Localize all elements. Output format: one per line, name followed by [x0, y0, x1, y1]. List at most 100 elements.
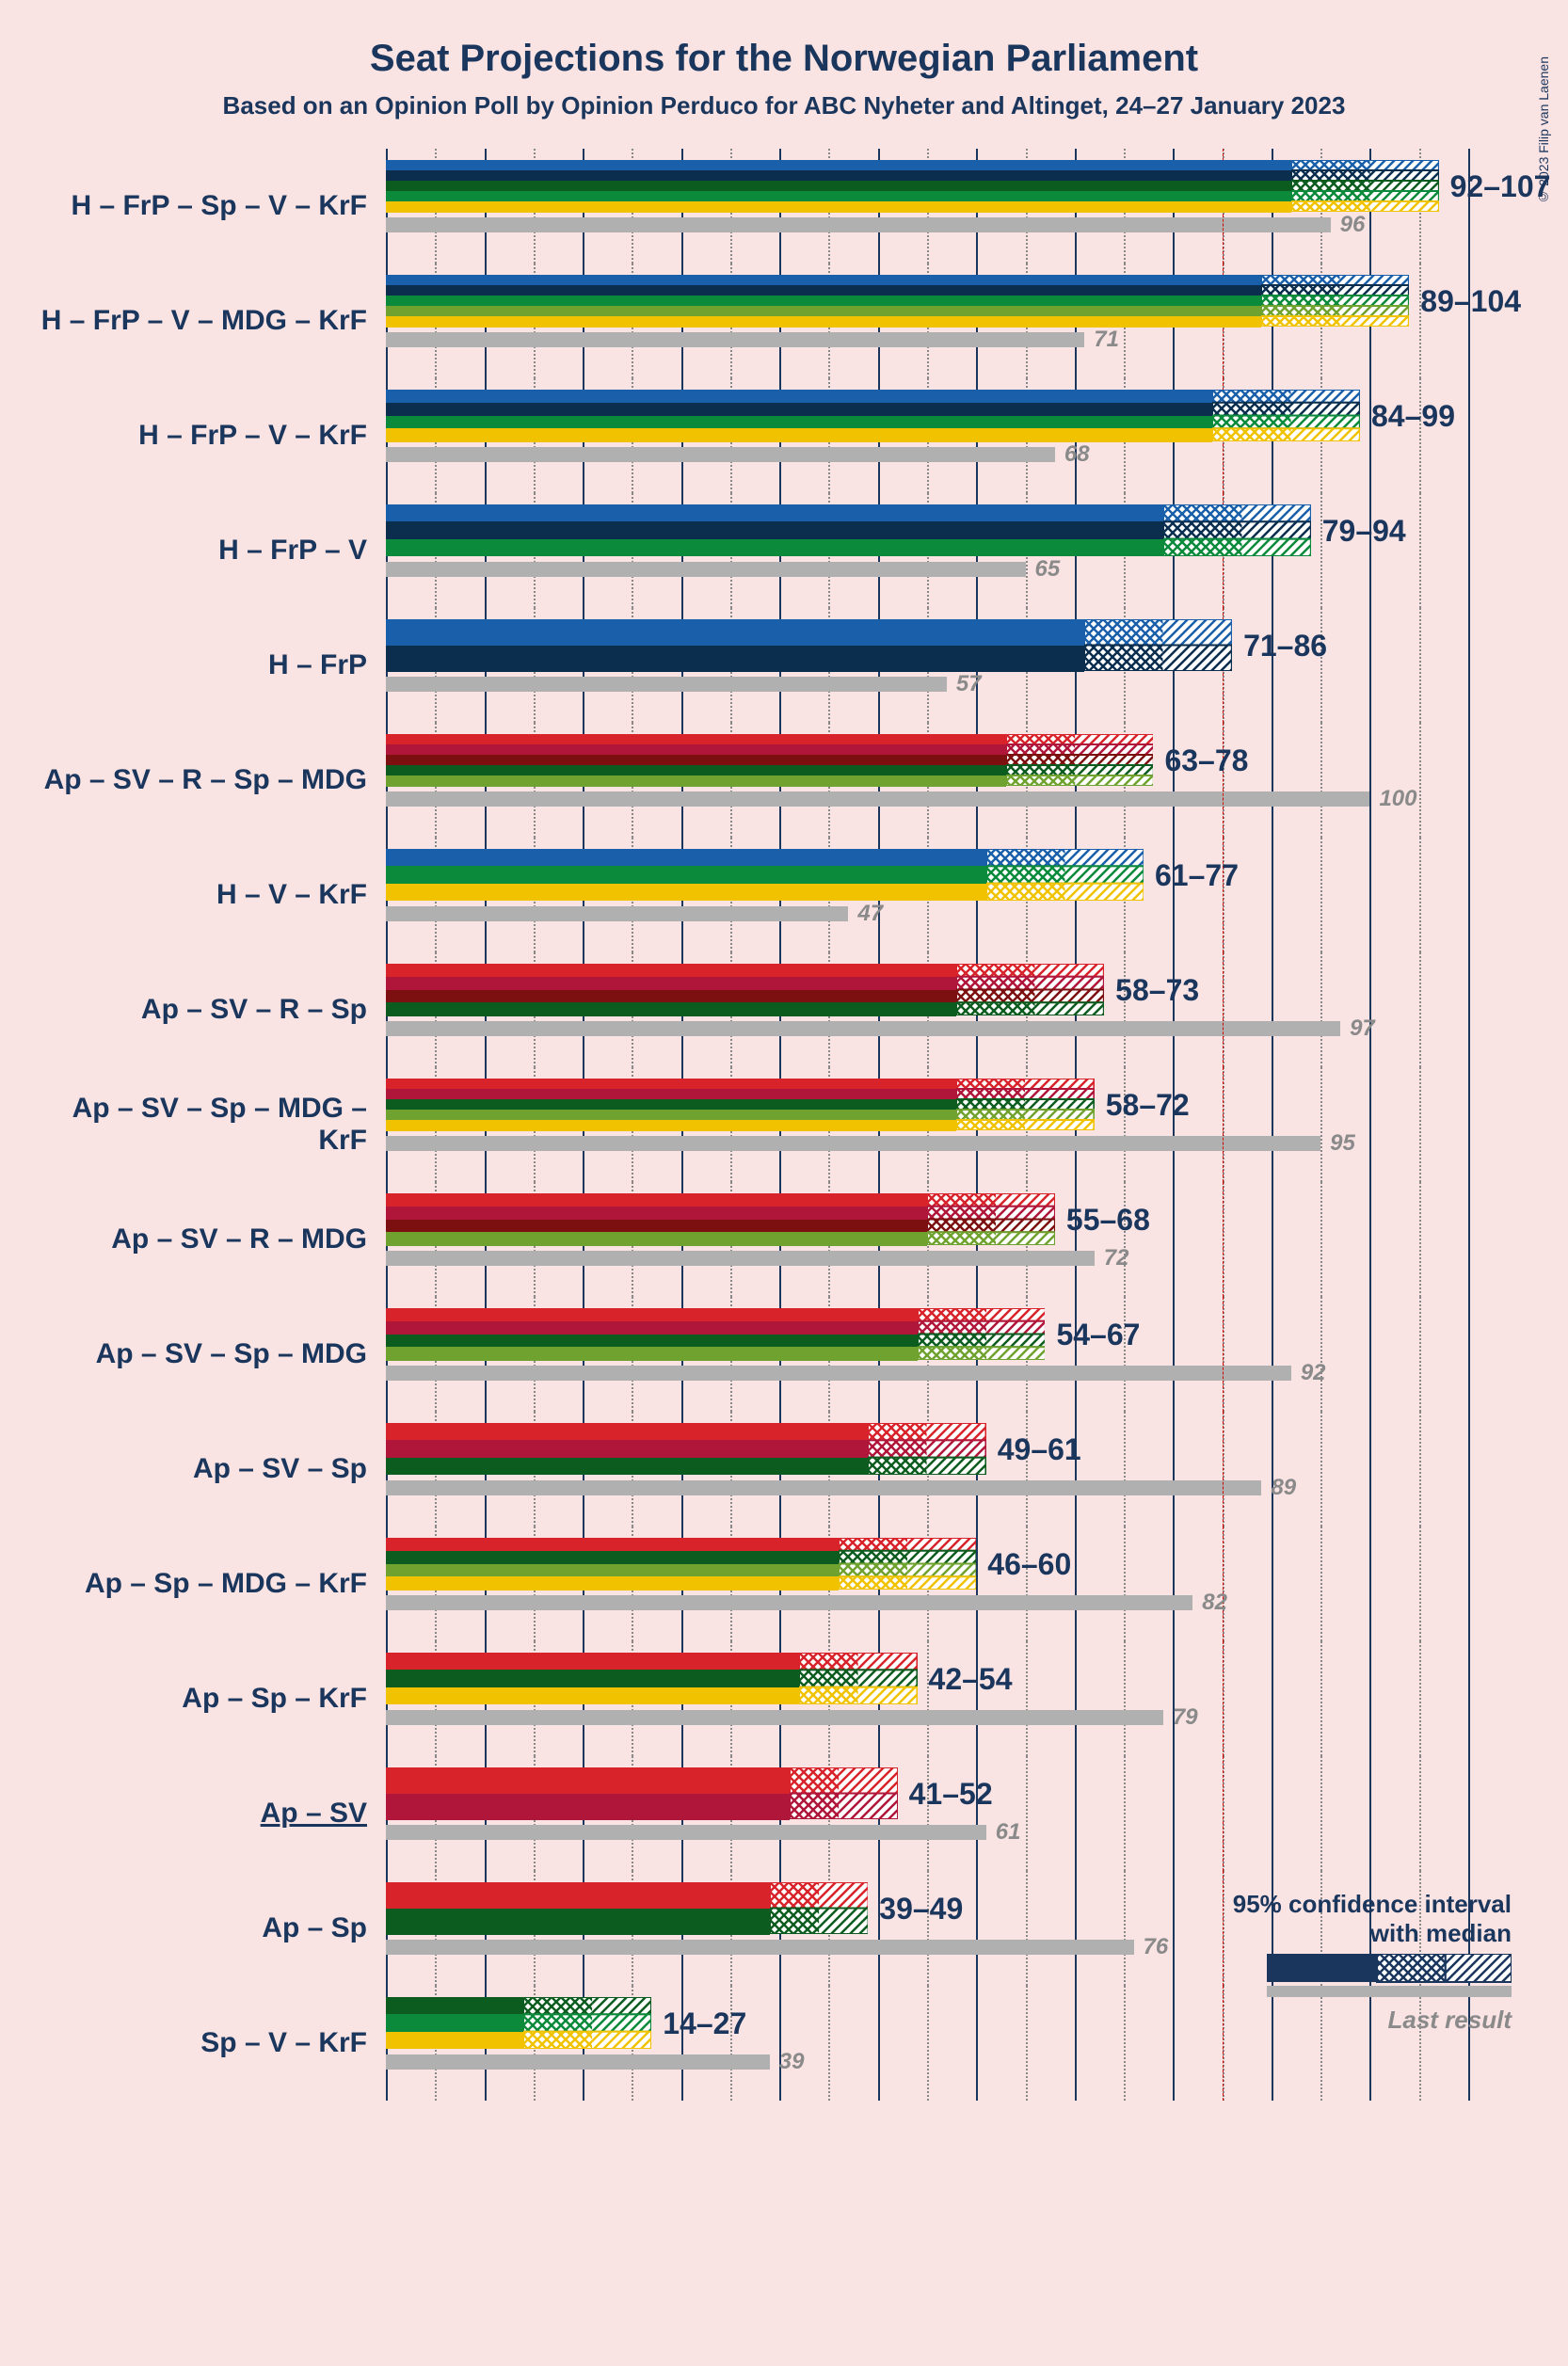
- coalition-range-text: 71–86: [1243, 629, 1327, 663]
- last-result-majority-tick: [1223, 215, 1224, 235]
- coalition-label: Ap – SV – Sp – MDG – KrF: [38, 1093, 386, 1157]
- coalition-solid-band: [386, 1767, 790, 1819]
- coalition-range-text: 92–107: [1450, 169, 1551, 204]
- last-result-bar: [386, 1710, 1163, 1725]
- last-result-text: 92: [1301, 1360, 1326, 1386]
- coalition-range-text: 41–52: [909, 1777, 993, 1812]
- last-result-text: 79: [1173, 1704, 1198, 1731]
- coalition-row: Ap – SV – Sp – MDG – KrF: [38, 1067, 1530, 1182]
- plot-cell: 61–77 47: [386, 838, 1468, 952]
- last-result-bar: [386, 562, 1026, 577]
- last-result-text: 71: [1094, 327, 1119, 353]
- coalition-range-text: 55–68: [1066, 1203, 1150, 1238]
- coalition-row: H – FrP – V 79–9465: [38, 493, 1530, 608]
- last-result-bar: [386, 1021, 1340, 1036]
- chart-subtitle: Based on an Opinion Poll by Opinion Perd…: [38, 91, 1530, 120]
- plot-cell: 42–5479: [386, 1641, 1468, 1756]
- plot-cell: 79–9465: [386, 493, 1468, 608]
- coalition-range-text: 58–72: [1106, 1088, 1190, 1123]
- coalition-label: Ap – SV – R – MDG: [38, 1223, 386, 1255]
- coalition-label: Sp – V – KrF: [38, 2027, 386, 2059]
- coalition-range-text: 89–104: [1420, 284, 1521, 319]
- last-result-bar: [386, 1825, 986, 1840]
- coalition-solid-band: [386, 1997, 523, 2049]
- coalition-ci-band: [1212, 390, 1360, 441]
- coalition-solid-band: [386, 619, 1084, 671]
- plot-cell: 55–68 72: [386, 1182, 1468, 1297]
- coalition-ci-band: [799, 1653, 917, 1704]
- plot-cell: 84–9968: [386, 378, 1468, 493]
- legend-ci-label: 95% confidence interval: [1233, 1890, 1512, 1919]
- coalition-solid-band: [386, 734, 1006, 786]
- coalition-solid-band: [386, 1423, 868, 1475]
- last-result-text: 68: [1064, 441, 1090, 468]
- coalition-row: Ap – SV – Sp – MDG 54: [38, 1297, 1530, 1412]
- plot-cell: 41–5261: [386, 1756, 1468, 1871]
- plot-cell: 92–10796: [386, 149, 1468, 264]
- coalition-row: Ap – Sp – KrF 42–5479: [38, 1641, 1530, 1756]
- coalition-solid-band: [386, 1308, 918, 1360]
- legend: 95% confidence interval with median Last…: [1233, 1890, 1512, 2035]
- last-result-text: 76: [1144, 1934, 1169, 1960]
- coalition-range-text: 61–77: [1155, 858, 1239, 893]
- plot-cell: 89–10471: [386, 264, 1468, 378]
- coalition-row: H – FrP – V – KrF 84–: [38, 378, 1530, 493]
- last-result-text: 97: [1350, 1015, 1375, 1042]
- coalition-row: H – V – KrF 61–7747: [38, 838, 1530, 952]
- last-result-bar: [386, 1595, 1192, 1610]
- last-result-bar: [386, 1136, 1320, 1151]
- coalition-ci-band: [770, 1882, 869, 1934]
- last-result-bar: [386, 1251, 1095, 1266]
- last-result-text: 65: [1035, 556, 1061, 583]
- coalition-range-text: 58–73: [1115, 973, 1199, 1008]
- last-result-bar: [386, 1366, 1291, 1381]
- coalition-solid-band: [386, 504, 1163, 556]
- coalition-ci-band: [1163, 504, 1311, 556]
- coalition-ci-band: [1084, 619, 1232, 671]
- coalition-ci-band: [790, 1767, 898, 1819]
- coalition-label: Ap – Sp – MDG – KrF: [38, 1568, 386, 1600]
- plot-cell: 58–73 97: [386, 952, 1468, 1067]
- last-result-text: 89: [1271, 1475, 1296, 1501]
- coalition-ci-band: [986, 849, 1144, 901]
- coalition-label: Ap – SV – Sp: [38, 1453, 386, 1485]
- coalition-ci-band: [1006, 734, 1154, 786]
- last-result-text: 61: [996, 1819, 1021, 1846]
- coalition-range-text: 14–27: [663, 2006, 746, 2041]
- coalition-ci-band: [868, 1423, 985, 1475]
- legend-bars: [1233, 1954, 1512, 2006]
- coalition-row: Ap – SV – R – Sp – MDG: [38, 723, 1530, 838]
- coalition-solid-band: [386, 1079, 956, 1130]
- coalition-solid-band: [386, 160, 1291, 212]
- legend-last-label: Last result: [1233, 2006, 1512, 2035]
- coalition-ci-band: [1291, 160, 1439, 212]
- coalition-range-text: 63–78: [1164, 743, 1248, 778]
- last-result-majority-tick: [1223, 1133, 1224, 1154]
- coalition-label: H – FrP – V – KrF: [38, 420, 386, 452]
- last-result-text: 39: [779, 2049, 805, 2075]
- coalition-ci-band: [918, 1308, 1046, 1360]
- coalition-row: H – FrP – V – MDG – KrF: [38, 264, 1530, 378]
- last-result-bar: [386, 1480, 1261, 1495]
- coalition-row: Ap – SV – R – Sp 58–7: [38, 952, 1530, 1067]
- coalition-row: Ap – SV 41–5261: [38, 1756, 1530, 1871]
- last-result-bar: [386, 2054, 770, 2070]
- last-result-text: 47: [857, 901, 883, 927]
- coalition-range-text: 39–49: [879, 1892, 963, 1926]
- last-result-text: 72: [1104, 1245, 1129, 1271]
- coalition-row: Ap – SV – R – MDG 55–: [38, 1182, 1530, 1297]
- last-result-text: 57: [956, 671, 982, 697]
- coalition-range-text: 49–61: [998, 1432, 1081, 1467]
- legend-median-label: with median: [1233, 1919, 1512, 1948]
- coalition-ci-band: [839, 1538, 976, 1590]
- coalition-label: H – FrP: [38, 649, 386, 681]
- coalition-label: H – FrP – V – MDG – KrF: [38, 305, 386, 337]
- coalition-label: Ap – SV – Sp – MDG: [38, 1338, 386, 1370]
- last-result-text: 96: [1340, 212, 1366, 238]
- coalition-row: H – FrP – Sp – V – KrF: [38, 149, 1530, 264]
- coalition-label: Ap – Sp: [38, 1912, 386, 1944]
- plot-cell: 71–86 57: [386, 608, 1468, 723]
- last-result-bar: [386, 677, 947, 692]
- coalition-row: Ap – SV – Sp 49–61 89: [38, 1412, 1530, 1527]
- coalition-solid-band: [386, 1653, 799, 1704]
